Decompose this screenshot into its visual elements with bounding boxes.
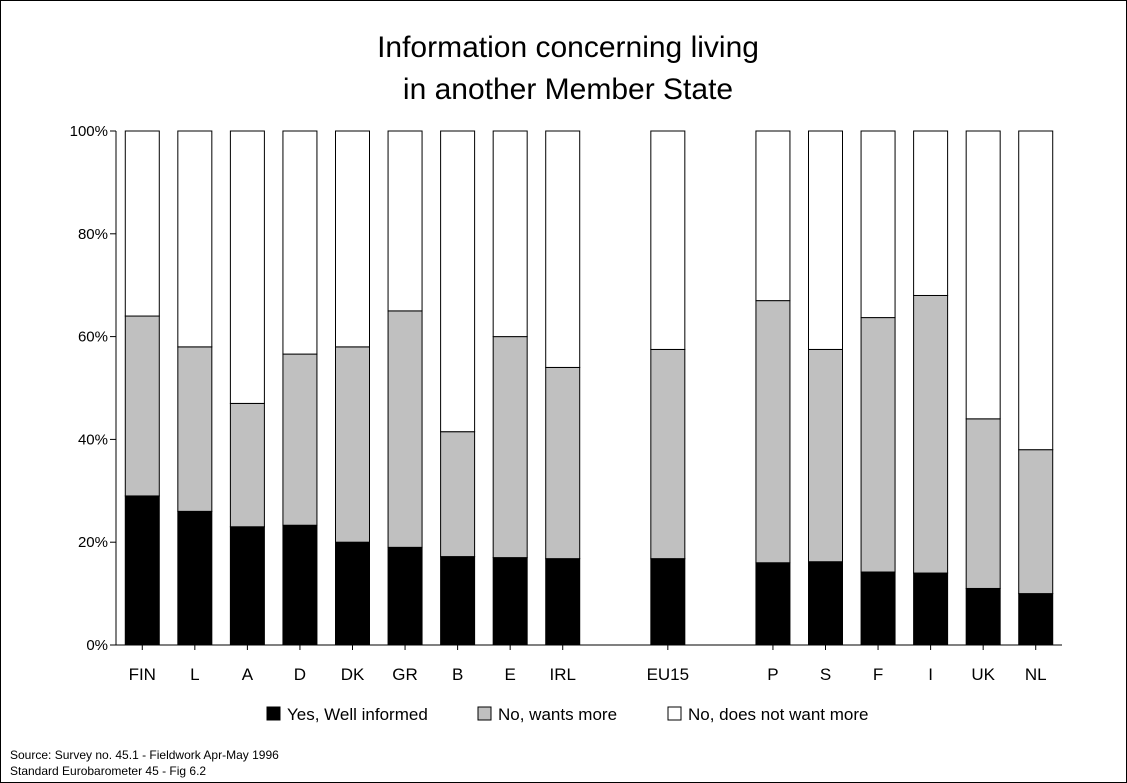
category-label: NL	[1025, 665, 1047, 684]
legend: Yes, Well informed No, wants more No, does…	[266, 705, 868, 724]
bar-segment-fin-0	[124, 495, 160, 646]
bar-segment-uk-1	[965, 418, 1001, 589]
bar-segment-b-0	[440, 556, 476, 646]
bar-segment-d-1	[282, 353, 318, 526]
y-axis: 0% 20% 40% 60% 80% 100%	[70, 123, 1062, 654]
y-tick-label: 20%	[78, 534, 108, 551]
bar-segment-irl-1	[545, 366, 581, 560]
bar-segment-nl-2	[1018, 130, 1054, 451]
bar-segment-l-0	[177, 510, 213, 646]
bar-segment-a-1	[229, 402, 265, 528]
legend-label: No, wants more	[498, 705, 617, 724]
y-tick-label: 40%	[78, 431, 108, 448]
category-label: B	[452, 665, 463, 684]
category-label: FIN	[129, 665, 156, 684]
x-axis-labels: FIN L A D DK GR B E IRL EU15 P S F I UK NL	[129, 665, 1047, 684]
category-label: S	[820, 665, 831, 684]
category-label: I	[928, 665, 933, 684]
bar-segment-irl-0	[545, 558, 581, 646]
bar-segment-uk-0	[965, 587, 1001, 646]
bar-segment-b-2	[440, 130, 476, 433]
category-label: DK	[341, 665, 365, 684]
bar-segment-fin-1	[124, 315, 160, 497]
bar-segment-l-2	[177, 130, 213, 348]
bar-segment-f-2	[860, 130, 896, 319]
bar-segment-e-0	[492, 557, 528, 646]
bar-segment-f-0	[860, 571, 896, 646]
bar-segment-d-2	[282, 130, 318, 355]
bar-segment-dk-2	[335, 130, 370, 348]
bar-segment-l-1	[177, 346, 213, 512]
bar-segment-d-0	[282, 524, 318, 646]
y-tick-label: 60%	[78, 329, 108, 346]
bar-segment-i-0	[913, 572, 949, 646]
bar-segment-fin-2	[124, 130, 160, 317]
bar-segment-nl-1	[1018, 449, 1054, 595]
bar-segment-p-2	[755, 130, 791, 302]
source-line-1: Source: Survey no. 45.1 - Fieldwork Apr-…	[10, 748, 279, 762]
bar-segment-eu15-1	[650, 348, 686, 560]
category-label: L	[190, 665, 199, 684]
bar-segment-i-1	[913, 294, 949, 574]
bar-segment-f-1	[860, 317, 896, 573]
bar-segment-s-0	[808, 561, 843, 646]
y-tick-label: 0%	[86, 637, 108, 654]
bar-segment-e-1	[492, 336, 528, 559]
category-label: IRL	[549, 665, 575, 684]
bar-segment-a-2	[229, 130, 265, 404]
bar-segment-gr-2	[387, 130, 423, 312]
bar-segment-b-1	[440, 431, 476, 558]
legend-label: No, does not want more	[688, 705, 868, 724]
category-label: A	[242, 665, 254, 684]
bar-segment-s-1	[808, 348, 843, 563]
legend-label: Yes, Well informed	[287, 705, 428, 724]
bar-segment-eu15-0	[650, 558, 686, 646]
chart-title-line-2: in another Member State	[403, 73, 733, 106]
category-label: P	[767, 665, 778, 684]
bar-segment-s-2	[808, 130, 843, 350]
legend-swatch	[266, 706, 281, 721]
category-label: F	[873, 665, 883, 684]
bar-segment-uk-2	[965, 130, 1001, 420]
chart-title: Information concerning living in another…	[377, 31, 759, 106]
legend-swatch	[667, 706, 682, 721]
bar-segment-dk-0	[335, 541, 370, 646]
y-tick-label: 80%	[78, 226, 108, 243]
legend-swatch	[477, 706, 492, 721]
chart-title-line-1: Information concerning living	[377, 31, 759, 64]
bar-segment-a-0	[229, 526, 265, 646]
bar-segment-gr-0	[387, 546, 423, 646]
bars	[124, 130, 1054, 646]
bar-segment-irl-2	[545, 130, 581, 368]
category-label: EU15	[647, 665, 690, 684]
source-line-2: Standard Eurobarometer 45 - Fig 6.2	[10, 764, 207, 778]
bar-segment-dk-1	[335, 346, 370, 543]
bar-segment-p-1	[755, 300, 791, 564]
bar-segment-p-0	[755, 562, 791, 646]
bar-segment-nl-0	[1018, 593, 1054, 646]
category-label: GR	[392, 665, 418, 684]
category-label: UK	[971, 665, 995, 684]
bar-segment-eu15-2	[650, 130, 686, 350]
y-tick-label: 100%	[70, 123, 108, 140]
bar-segment-e-2	[492, 130, 528, 338]
bar-segment-gr-1	[387, 310, 423, 548]
category-label: D	[294, 665, 306, 684]
bar-segment-i-2	[913, 130, 949, 296]
category-label: E	[504, 665, 515, 684]
